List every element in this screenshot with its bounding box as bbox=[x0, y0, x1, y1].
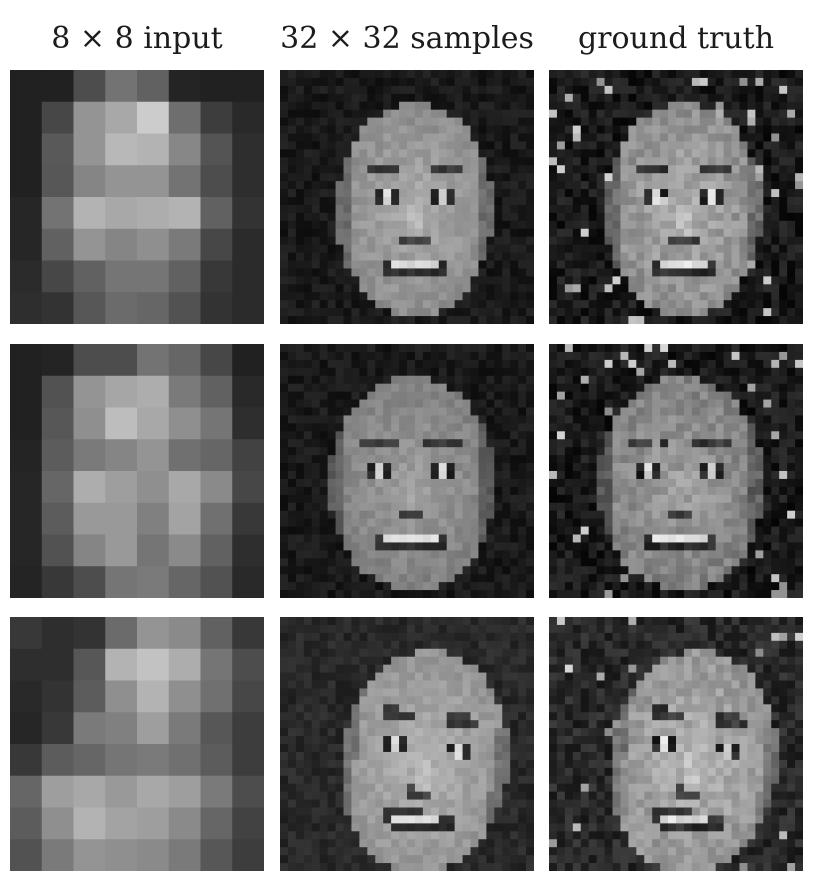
ground-truth-image-row-2 bbox=[549, 344, 803, 598]
ground-truth-image-row-3 bbox=[549, 617, 803, 871]
input-image-row-3 bbox=[10, 617, 264, 871]
input-image-row-2 bbox=[10, 344, 264, 598]
samples-image-row-2 bbox=[280, 344, 534, 598]
samples-image-row-3 bbox=[280, 617, 534, 871]
ground-truth-image-row-1 bbox=[549, 70, 803, 324]
column-header-samples: 32 × 32 samples bbox=[280, 14, 534, 64]
column-header-ground-truth: ground truth bbox=[549, 14, 803, 64]
input-image-row-1 bbox=[10, 70, 264, 324]
column-header-input: 8 × 8 input bbox=[10, 14, 264, 64]
samples-image-row-1 bbox=[280, 70, 534, 324]
